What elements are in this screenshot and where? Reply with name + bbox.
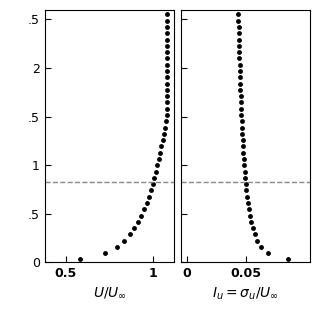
X-axis label: $U/U_{\infty}$: $U/U_{\infty}$ [92,286,127,300]
X-axis label: $I_u = \sigma_u/U_{\infty}$: $I_u = \sigma_u/U_{\infty}$ [212,286,279,302]
